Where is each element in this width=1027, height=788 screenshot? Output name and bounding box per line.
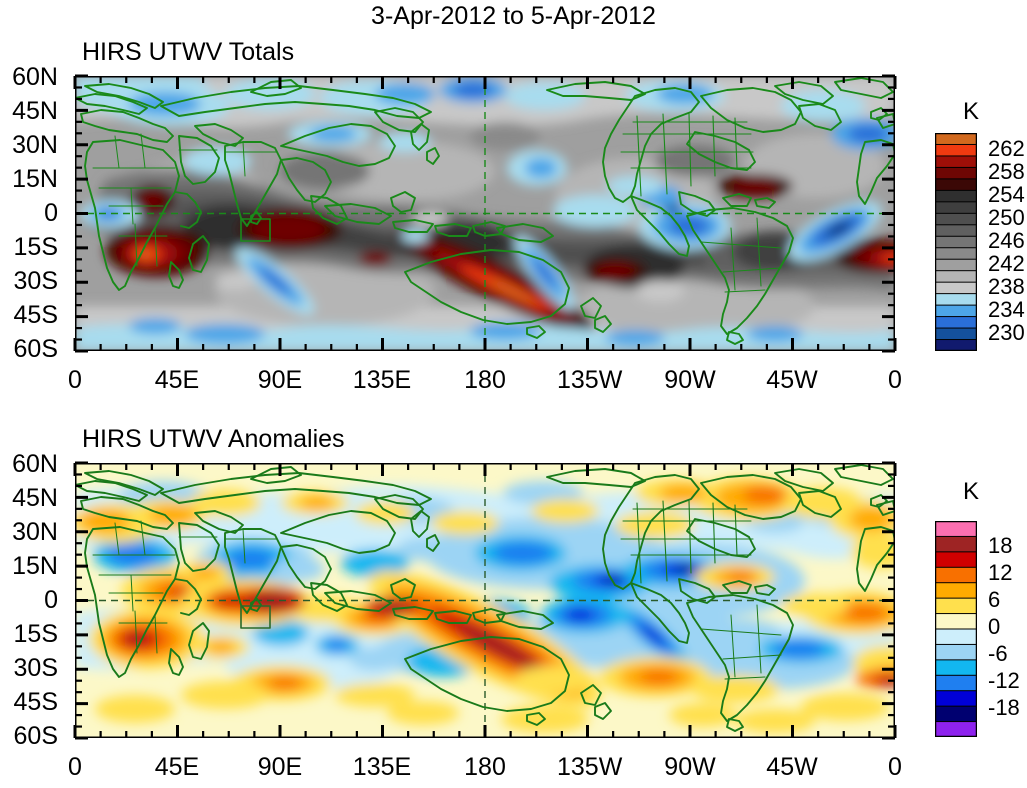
colorbar-band xyxy=(935,270,977,284)
colorbar-band xyxy=(935,613,977,631)
colorbar-band xyxy=(935,628,977,646)
colorbar-band xyxy=(935,178,977,192)
colorbar-tick-label: 250 xyxy=(988,205,1025,231)
colorbar-band xyxy=(935,304,977,318)
colorbar-tick-label: 262 xyxy=(988,136,1025,162)
colorbar-tick-label: 18 xyxy=(988,533,1013,559)
colorbar-tick-label: 242 xyxy=(988,250,1025,276)
colorbar-tick-label: 246 xyxy=(988,228,1025,253)
map-panel-anomalies xyxy=(75,463,895,738)
colorbar-band xyxy=(935,189,977,203)
colorbar-band xyxy=(935,143,977,158)
colorbar-unit-totals: K xyxy=(963,98,980,125)
colorbar-tick-label: 238 xyxy=(988,273,1025,299)
colorbar-band xyxy=(935,597,977,615)
anomalies-map-svg xyxy=(75,463,895,738)
colorbar-band xyxy=(935,247,977,261)
colorbar-band xyxy=(935,327,977,341)
colorbar-band xyxy=(935,339,977,351)
colorbar-tick-label: 230 xyxy=(988,319,1025,345)
colorbar-band xyxy=(935,690,977,708)
totals-ticks xyxy=(55,66,915,371)
colorbar-band xyxy=(935,535,977,553)
colorbar-band xyxy=(935,201,977,215)
colorbar-band xyxy=(935,224,977,238)
colorbar-band xyxy=(935,566,977,584)
colorbar-band xyxy=(935,293,977,307)
colorbar-band xyxy=(935,155,977,169)
panel-title-totals: HIRS UTWV Totals xyxy=(82,38,295,66)
panel-title-anomalies: HIRS UTWV Anomalies xyxy=(82,425,345,453)
colorbar-tick-label: 254 xyxy=(988,182,1025,208)
colorbar-anomalies xyxy=(935,521,977,737)
colorbar-band xyxy=(935,582,977,600)
colorbar-tick-label: 0 xyxy=(988,614,1001,639)
totals-map-svg xyxy=(75,76,895,351)
colorbar-tick-label: 12 xyxy=(988,560,1013,586)
colorbar-unit-anomalies: K xyxy=(963,478,980,505)
colorbar-band xyxy=(935,674,977,692)
coastlines-anomalies xyxy=(75,464,895,732)
colorbar-band xyxy=(935,133,977,146)
colorbar-band xyxy=(935,212,977,226)
colorbar-band xyxy=(935,705,977,723)
colorbar-band xyxy=(935,643,977,661)
page-title: 3-Apr-2012 to 5-Apr-2012 xyxy=(371,2,656,30)
colorbar-tick-label: -6 xyxy=(988,640,1008,666)
coastlines-totals xyxy=(75,77,895,345)
colorbar-totals-svg xyxy=(935,133,977,351)
colorbar-anomalies-svg xyxy=(935,521,977,737)
colorbar-band xyxy=(935,316,977,330)
colorbar-band xyxy=(935,258,977,272)
colorbar-tick-label: 6 xyxy=(988,587,1001,613)
colorbar-totals xyxy=(935,133,977,351)
colorbar-tick-label: -12 xyxy=(988,667,1020,693)
colorbar-tick-label: 258 xyxy=(988,159,1025,185)
colorbar-band xyxy=(935,551,977,569)
totals-field xyxy=(75,76,895,351)
colorbar-tick-label: -18 xyxy=(988,694,1020,720)
colorbar-band xyxy=(935,235,977,249)
colorbar-band xyxy=(935,521,977,538)
colorbar-tick-label: 234 xyxy=(988,296,1025,322)
colorbar-band xyxy=(935,281,977,295)
colorbar-band xyxy=(935,721,977,737)
colorbar-band xyxy=(935,166,977,180)
colorbar-band xyxy=(935,659,977,677)
map-panel-totals xyxy=(75,76,895,351)
